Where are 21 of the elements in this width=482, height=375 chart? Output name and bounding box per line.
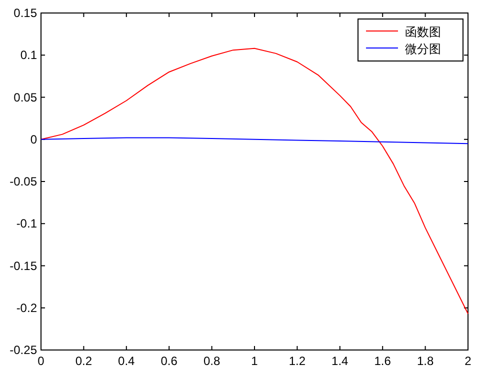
x-tick-label: 1 xyxy=(251,354,258,368)
y-tick-label: -0.05 xyxy=(10,174,38,188)
y-tick-label: 0 xyxy=(30,132,38,146)
legend-label: 微分图 xyxy=(405,42,441,56)
x-tick-label: 0.4 xyxy=(118,354,136,368)
x-tick-label: 0.2 xyxy=(75,354,92,368)
y-tick-label: 0.15 xyxy=(14,6,38,20)
y-tick-label: -0.1 xyxy=(16,216,38,231)
y-tick-label: -0.25 xyxy=(10,343,38,357)
legend-label: 函数图 xyxy=(405,25,441,39)
x-tick-label: 2 xyxy=(464,354,472,368)
y-tick-label: -0.2 xyxy=(16,300,38,315)
x-tick-label: 0.8 xyxy=(203,354,220,368)
y-tick-label: -0.15 xyxy=(10,258,38,273)
x-tick-label: 1.4 xyxy=(332,354,349,368)
x-tick-label: 1.8 xyxy=(416,354,434,368)
x-tick-label: 0.6 xyxy=(160,354,178,368)
x-tick-label: 1.2 xyxy=(288,354,306,368)
y-tick-label: 0.1 xyxy=(20,48,38,62)
y-tick-label: 0.05 xyxy=(14,90,38,104)
x-tick-label: 1.6 xyxy=(374,354,392,368)
